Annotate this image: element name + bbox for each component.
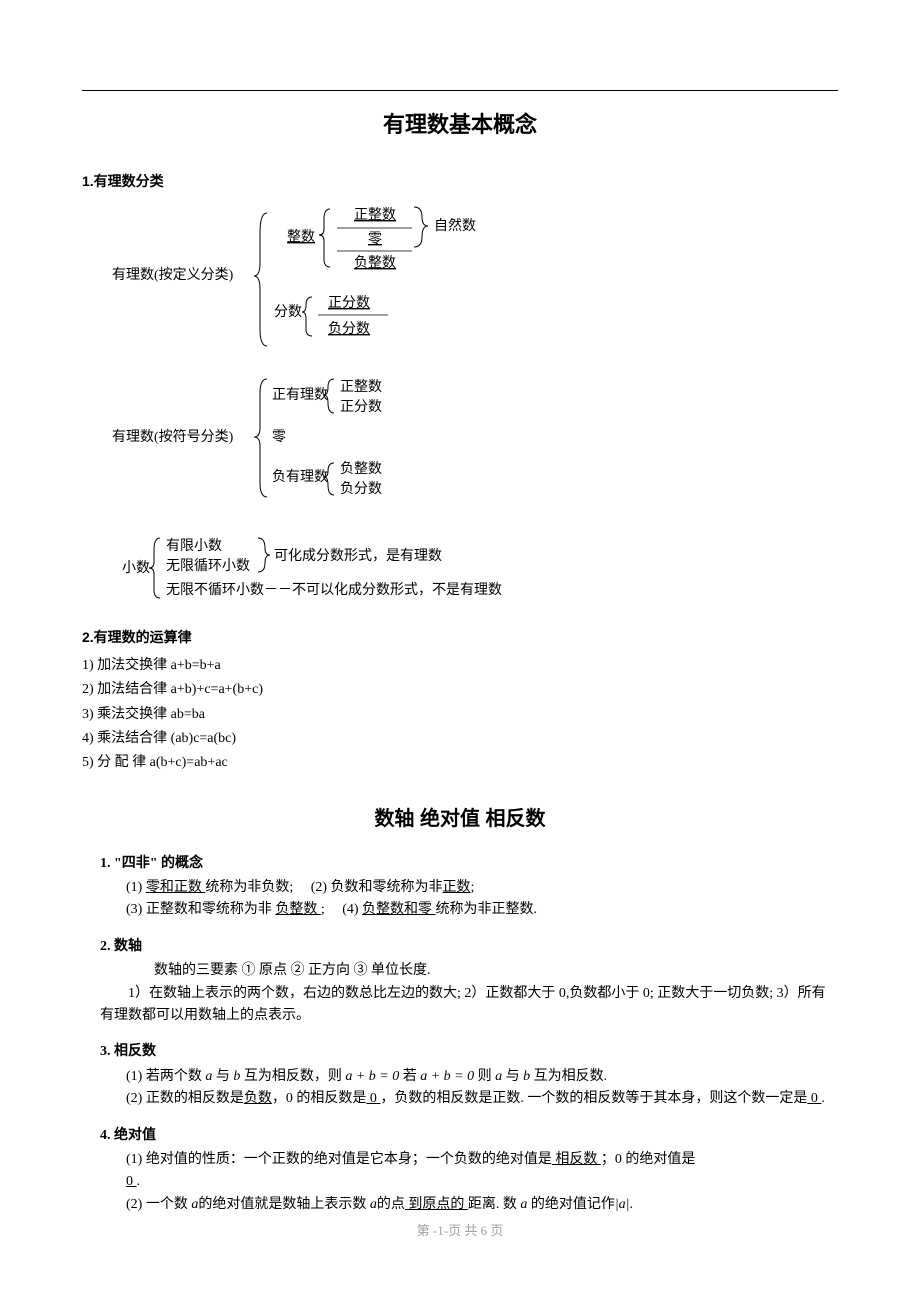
int-pos: 正整数 — [354, 207, 396, 223]
concept-2-head: 2. 数轴 — [100, 936, 838, 958]
concept-4-line-1: (1) 绝对值的性质：一个正数的绝对值是它本身；一个负数的绝对值是 相反数 ；0… — [126, 1149, 838, 1194]
horizontal-rule — [82, 90, 838, 91]
classification-sign: 有理数(按符号分类) 正有理数 正整数 正分数 零 负有理数 负整数 负分数 — [112, 373, 838, 514]
convertible-text: 可化成分数形式，是有理数 — [274, 548, 442, 564]
neg-rational: 负有理数 — [272, 469, 328, 485]
neg-int: 负整数 — [340, 461, 382, 477]
brace-diagram-3: 小数 有限小数 无限循环小数 可化成分数形式，是有理数 无限不循环小数－－不可以… — [112, 532, 672, 604]
law-3: 3) 乘法交换律 ab=ba — [82, 704, 838, 726]
frac-pos: 正分数 — [328, 295, 370, 311]
law-2: 2) 加法结合律 a+b)+c=a+(b+c) — [82, 679, 838, 701]
frac-neg: 负分数 — [328, 321, 370, 337]
root-label-2: 有理数(按符号分类) — [112, 429, 234, 445]
pos-frac: 正分数 — [340, 399, 382, 415]
page-footer: 第 -1-页 共 6 页 — [0, 1221, 920, 1242]
classification-definition: 有理数(按定义分类) 整数 正整数 零 负整数 自然数 分数 正分数 负分数 — [112, 201, 838, 362]
pos-int: 正整数 — [340, 379, 382, 395]
pos-rational: 正有理数 — [272, 387, 328, 403]
concept-4-head: 4. 绝对值 — [100, 1125, 838, 1147]
law-5: 5) 分 配 律 a(b+c)=ab+ac — [82, 752, 838, 774]
natural-label: 自然数 — [434, 217, 476, 234]
classification-decimal: 小数 有限小数 无限循环小数 可化成分数形式，是有理数 无限不循环小数－－不可以… — [112, 532, 838, 615]
frac-label: 分数 — [274, 304, 302, 320]
page: 有理数基本概念 1.有理数分类 有理数(按定义分类) 整数 正整数 零 负整数 … — [0, 0, 920, 1302]
root-label: 有理数(按定义分类) — [112, 267, 234, 283]
section-2-head: 2.有理数的运算律 — [82, 626, 838, 648]
concept-3-head: 3. 相反数 — [100, 1041, 838, 1063]
inf-loop-decimal: 无限循环小数 — [166, 558, 250, 574]
title-sub: 数轴 绝对值 相反数 — [82, 803, 838, 835]
concept-3-line-1: (1) 若两个数 a 与 b 互为相反数，则 a + b = 0 若 a + b… — [126, 1066, 838, 1088]
concept-2-line-2: 1）在数轴上表示的两个数，右边的数总比左边的数大; 2）正数都大于 0,负数都小… — [100, 983, 838, 1028]
brace-diagram-1: 有理数(按定义分类) 整数 正整数 零 负整数 自然数 分数 正分数 负分数 — [112, 201, 632, 351]
law-1: 1) 加法交换律 a+b=b+a — [82, 655, 838, 677]
int-label: 整数 — [287, 229, 315, 245]
decimal-root: 小数 — [122, 560, 150, 576]
concept-1-line-2: (3) 正整数和零统称为非 负整数 ; (4) 负整数和零 统称为非正整数. — [126, 899, 838, 921]
zero-label: 零 — [272, 429, 286, 445]
concept-1-head: 1. "四非" 的概念 — [100, 853, 838, 875]
title-main: 有理数基本概念 — [82, 107, 838, 142]
law-list: 1) 加法交换律 a+b=b+a 2) 加法结合律 a+b)+c=a+(b+c)… — [82, 655, 838, 775]
brace-diagram-2: 有理数(按符号分类) 正有理数 正整数 正分数 零 负有理数 负整数 负分数 — [112, 373, 532, 503]
int-zero: 零 — [368, 231, 382, 247]
neg-frac: 负分数 — [340, 481, 382, 497]
concept-1-line-1: (1) 零和正数 统称为非负数; (2) 负数和零统称为非正数; — [126, 877, 838, 899]
finite-decimal: 有限小数 — [166, 538, 222, 554]
section-1-head: 1.有理数分类 — [82, 170, 838, 192]
concept-3-line-2: (2) 正数的相反数是负数，0 的相反数是 0 ，负数的相反数是正数. 一个数的… — [126, 1088, 838, 1110]
concept-2-line-1: 数轴的三要素 ① 原点 ② 正方向 ③ 单位长度. — [126, 960, 838, 982]
inf-noloop-decimal: 无限不循环小数－－不可以化成分数形式，不是有理数 — [166, 582, 502, 598]
concepts-body: 1. "四非" 的概念 (1) 零和正数 统称为非负数; (2) 负数和零统称为… — [100, 853, 838, 1216]
concept-4-line-2: (2) 一个数 a的绝对值就是数轴上表示数 a的点 到原点的 距离. 数 a 的… — [126, 1194, 838, 1216]
law-4: 4) 乘法结合律 (ab)c=a(bc) — [82, 728, 838, 750]
int-neg: 负整数 — [354, 255, 396, 271]
